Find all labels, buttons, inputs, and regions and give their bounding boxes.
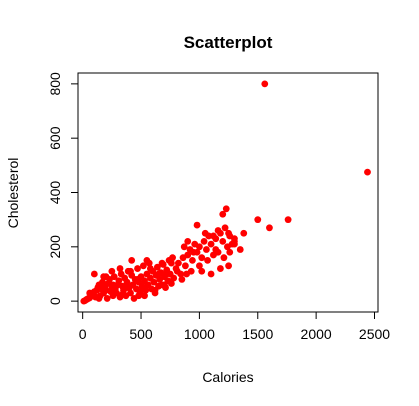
data-point — [123, 284, 131, 291]
data-point — [193, 221, 201, 229]
data-point — [222, 205, 230, 213]
data-point — [254, 216, 262, 224]
y-tick-label: 0 — [47, 297, 63, 305]
data-point — [181, 262, 189, 270]
data-point — [200, 237, 208, 245]
data-point — [134, 276, 141, 283]
data-point — [146, 265, 154, 272]
y-tick-label: 200 — [47, 235, 63, 259]
data-point — [110, 273, 118, 281]
data-point — [135, 292, 143, 300]
data-point — [207, 240, 215, 248]
x-tick-label: 1000 — [184, 326, 215, 342]
data-point — [225, 262, 232, 270]
data-point — [178, 276, 186, 283]
x-tick-label: 1500 — [242, 326, 273, 342]
data-point — [184, 237, 192, 245]
data-point — [127, 267, 134, 275]
data-point — [86, 289, 94, 297]
y-axis: 0 200 400 600 800 — [47, 72, 79, 305]
data-point — [118, 290, 126, 298]
data-points — [80, 80, 371, 305]
data-point — [151, 286, 159, 294]
data-point — [266, 224, 273, 232]
data-point — [102, 273, 110, 281]
data-point — [95, 295, 103, 302]
data-point — [108, 267, 116, 275]
data-point — [217, 265, 224, 272]
data-point — [141, 292, 148, 300]
data-point — [212, 246, 220, 253]
data-point — [143, 256, 151, 264]
chart-title: Scatterplot — [184, 33, 273, 52]
data-point — [174, 259, 182, 267]
data-point — [221, 224, 229, 232]
x-axis-label: Calories — [202, 369, 253, 385]
y-tick-label: 600 — [47, 126, 63, 150]
data-point — [90, 270, 98, 278]
data-point — [180, 243, 188, 251]
data-point — [226, 248, 234, 256]
data-point — [210, 232, 217, 240]
data-point — [123, 278, 131, 286]
data-point — [173, 267, 181, 275]
data-point — [169, 254, 176, 262]
data-point — [219, 210, 227, 218]
data-point — [236, 246, 244, 253]
data-point — [183, 270, 190, 278]
y-axis-label: Cholesterol — [5, 158, 21, 229]
data-point — [163, 270, 171, 278]
data-point — [167, 280, 175, 287]
data-point — [155, 270, 162, 278]
y-tick-label: 400 — [47, 181, 63, 205]
data-point — [139, 262, 147, 270]
x-tick-label: 500 — [129, 326, 153, 342]
data-point — [284, 216, 292, 224]
data-point — [204, 256, 211, 264]
data-point — [203, 246, 210, 253]
data-point — [240, 229, 248, 237]
x-tick-label: 2500 — [359, 326, 390, 342]
data-point — [158, 259, 166, 267]
data-point — [127, 289, 134, 297]
data-point — [150, 278, 158, 286]
data-point — [160, 281, 168, 289]
data-point — [115, 277, 123, 285]
data-point — [188, 256, 196, 264]
data-point — [167, 259, 175, 267]
data-point — [225, 229, 232, 237]
data-point — [134, 265, 141, 272]
data-point — [170, 274, 178, 282]
data-point — [184, 251, 192, 259]
x-tick-label: 0 — [79, 326, 87, 342]
data-point — [196, 262, 203, 270]
data-point — [128, 256, 136, 264]
data-point — [219, 237, 227, 245]
data-point — [198, 254, 206, 262]
data-point — [103, 295, 111, 302]
x-tick-label: 2000 — [301, 326, 332, 342]
data-point — [142, 286, 150, 294]
data-point — [214, 227, 222, 234]
x-axis: 0 500 1000 1500 2000 2500 — [79, 311, 390, 342]
data-point — [198, 267, 206, 275]
data-point — [196, 243, 203, 251]
data-point — [109, 281, 117, 289]
data-point — [201, 229, 209, 237]
y-tick-label: 800 — [47, 72, 63, 96]
data-point — [364, 168, 371, 176]
data-point — [231, 240, 238, 248]
data-point — [207, 270, 215, 278]
data-point — [261, 80, 269, 88]
data-point — [190, 248, 197, 256]
data-point — [220, 254, 228, 262]
data-point — [153, 263, 161, 271]
data-point — [116, 265, 124, 272]
